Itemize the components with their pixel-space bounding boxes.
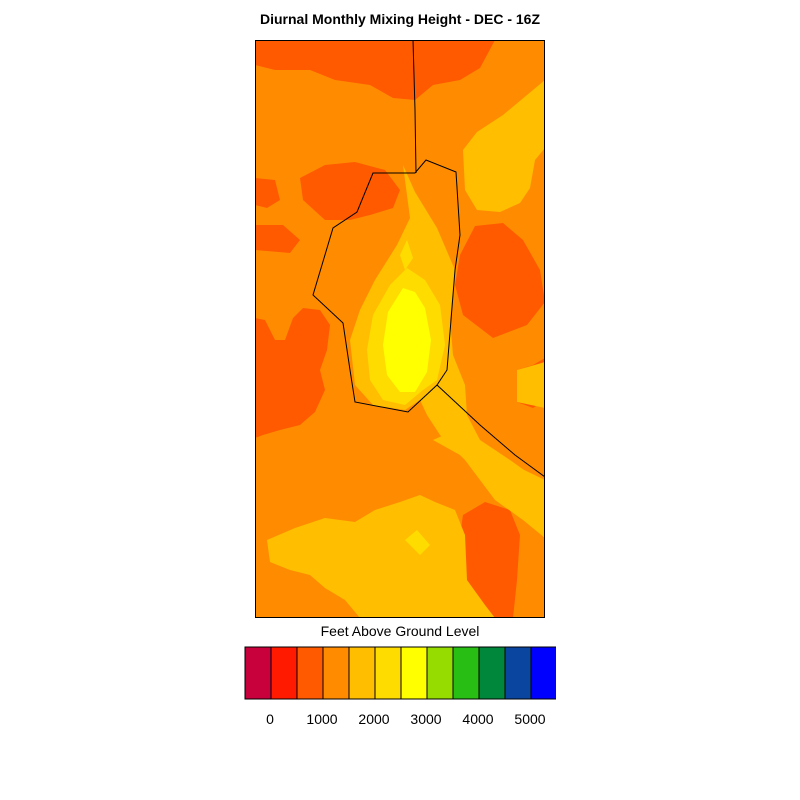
field-gold-south <box>405 530 430 555</box>
colorbar-cell <box>244 646 272 700</box>
field-yellow-core <box>383 288 431 392</box>
field-light-orange-east-strip <box>433 430 545 528</box>
colorbar-cell <box>530 646 556 700</box>
colorbar-cell <box>270 646 298 700</box>
field-light-orange-ne-patch <box>517 362 545 408</box>
state-boundary-southeast <box>436 384 545 478</box>
contour-map <box>255 40 545 618</box>
colorbar-cell <box>400 646 428 700</box>
colorbar-cell <box>426 646 454 700</box>
colorbar-cell <box>296 646 324 700</box>
field-light-orange-center <box>350 165 545 538</box>
colorbar-tick-label: 2000 <box>358 711 390 727</box>
map-frame <box>255 40 545 618</box>
colorbar-tick-label: 3000 <box>410 711 442 727</box>
field-orange-red-west1 <box>255 178 280 208</box>
field-orange-red-east <box>455 223 545 338</box>
field-gold-north <box>400 240 413 270</box>
state-boundary <box>412 40 417 174</box>
colorbar-tick-label: 5000 <box>514 711 546 727</box>
colorbar <box>244 646 556 700</box>
colorbar-tick-label: 4000 <box>462 711 494 727</box>
colorbar-cell <box>374 646 402 700</box>
field-orange-red-north <box>300 162 400 220</box>
colorbar-cell <box>452 646 480 700</box>
colorbar-cell <box>504 646 532 700</box>
field-light-orange-east <box>463 80 545 212</box>
field-orange-red-top <box>255 40 495 100</box>
colorbar-cell <box>348 646 376 700</box>
colorbar-tick-label: 1000 <box>306 711 338 727</box>
chart-title: Diurnal Monthly Mixing Height - DEC - 16… <box>260 11 540 27</box>
field-orange-red-west2 <box>255 225 300 253</box>
colorbar-tick-label: 0 <box>266 711 274 727</box>
field-light-orange-south <box>267 495 495 618</box>
colorbar-cell <box>478 646 506 700</box>
field-orange-red-west3 <box>255 308 330 438</box>
colorbar-title: Feet Above Ground Level <box>320 623 480 639</box>
colorbar-cell <box>322 646 350 700</box>
